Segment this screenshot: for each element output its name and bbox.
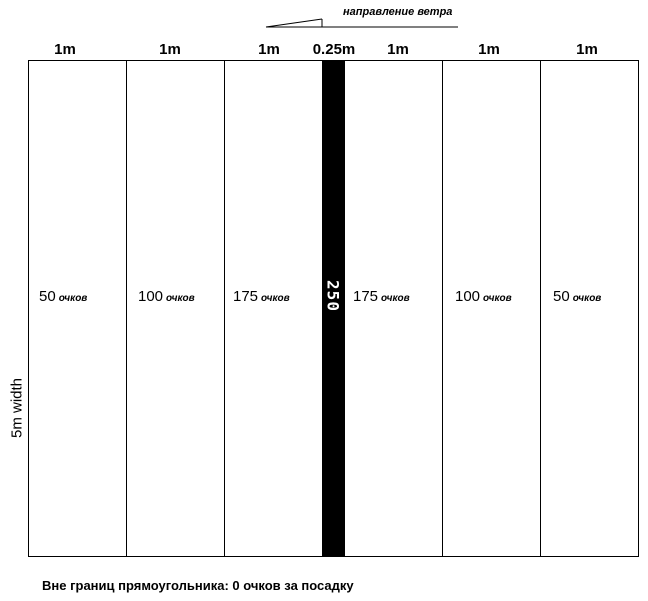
center-strip-score: 250 [323,280,343,312]
center-strip [322,60,345,557]
field-width-label: 5m width [8,377,26,439]
zone-points: 100 [138,288,164,305]
zone-score-1: 50 очков [39,288,87,306]
zone-points: 50 [553,288,570,305]
zone-points: 175 [233,288,259,305]
zone-divider [126,60,127,557]
zone-points: 175 [353,288,379,305]
column-label-center: 0.25m [312,41,356,58]
column-label-1: 1m [54,41,76,58]
wind-direction-label: направление ветра [343,6,453,18]
column-label-4: 1m [387,41,409,58]
zone-points: 100 [455,288,481,305]
zone-unit: очков [166,293,195,304]
zone-divider [442,60,443,557]
zone-score-2: 100 очков [138,288,195,306]
zone-divider [224,60,225,557]
zone-points: 50 [39,288,56,305]
zone-unit: очков [261,293,290,304]
zone-score-6: 50 очков [553,288,601,306]
column-label-3: 1m [258,41,280,58]
zone-divider [540,60,541,557]
out-of-bounds-note: Вне границ прямоугольника: 0 очков за по… [42,578,354,593]
column-label-5: 1m [478,41,500,58]
column-label-2: 1m [159,41,181,58]
zone-score-5: 100 очков [455,288,512,306]
zone-score-3: 175 очков [233,288,290,306]
column-label-6: 1m [576,41,598,58]
zone-unit: очков [572,293,602,304]
zone-unit: очков [381,293,410,304]
zone-unit: очков [483,293,512,304]
zone-score-4: 175 очков [353,288,410,306]
zone-unit: очков [58,293,88,304]
wind-arrow-icon [265,18,458,28]
